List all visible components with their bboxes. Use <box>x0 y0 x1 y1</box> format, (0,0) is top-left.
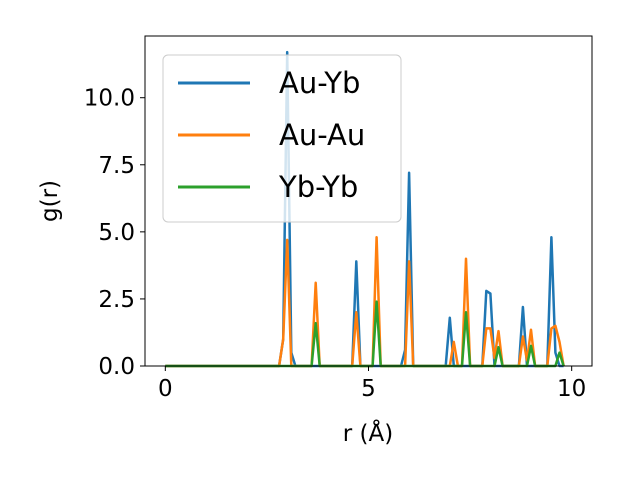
x-axis-label: r (Å) <box>343 419 393 447</box>
legend-label-yb-yb: Yb-Yb <box>278 170 358 204</box>
y-axis-label: g(r) <box>37 180 63 222</box>
legend: Au-Yb Au-Au Yb-Yb <box>162 54 402 223</box>
y-tick-label: 7.5 <box>98 153 135 179</box>
x-tick-label: 10 <box>557 376 586 402</box>
y-tick-label: 5.0 <box>98 220 135 246</box>
legend-box <box>162 54 402 223</box>
y-axis: 0.0 2.5 5.0 7.5 10.0 <box>84 86 145 380</box>
y-tick-label: 10.0 <box>84 86 135 112</box>
x-tick-label: 5 <box>361 376 376 402</box>
y-tick-label: 2.5 <box>98 287 135 313</box>
legend-label-au-au: Au-Au <box>279 118 365 152</box>
legend-label-au-yb: Au-Yb <box>279 66 360 100</box>
x-axis: 0 5 10 <box>158 366 586 402</box>
y-tick-label: 0.0 <box>98 354 135 380</box>
x-tick-label: 0 <box>158 376 173 402</box>
